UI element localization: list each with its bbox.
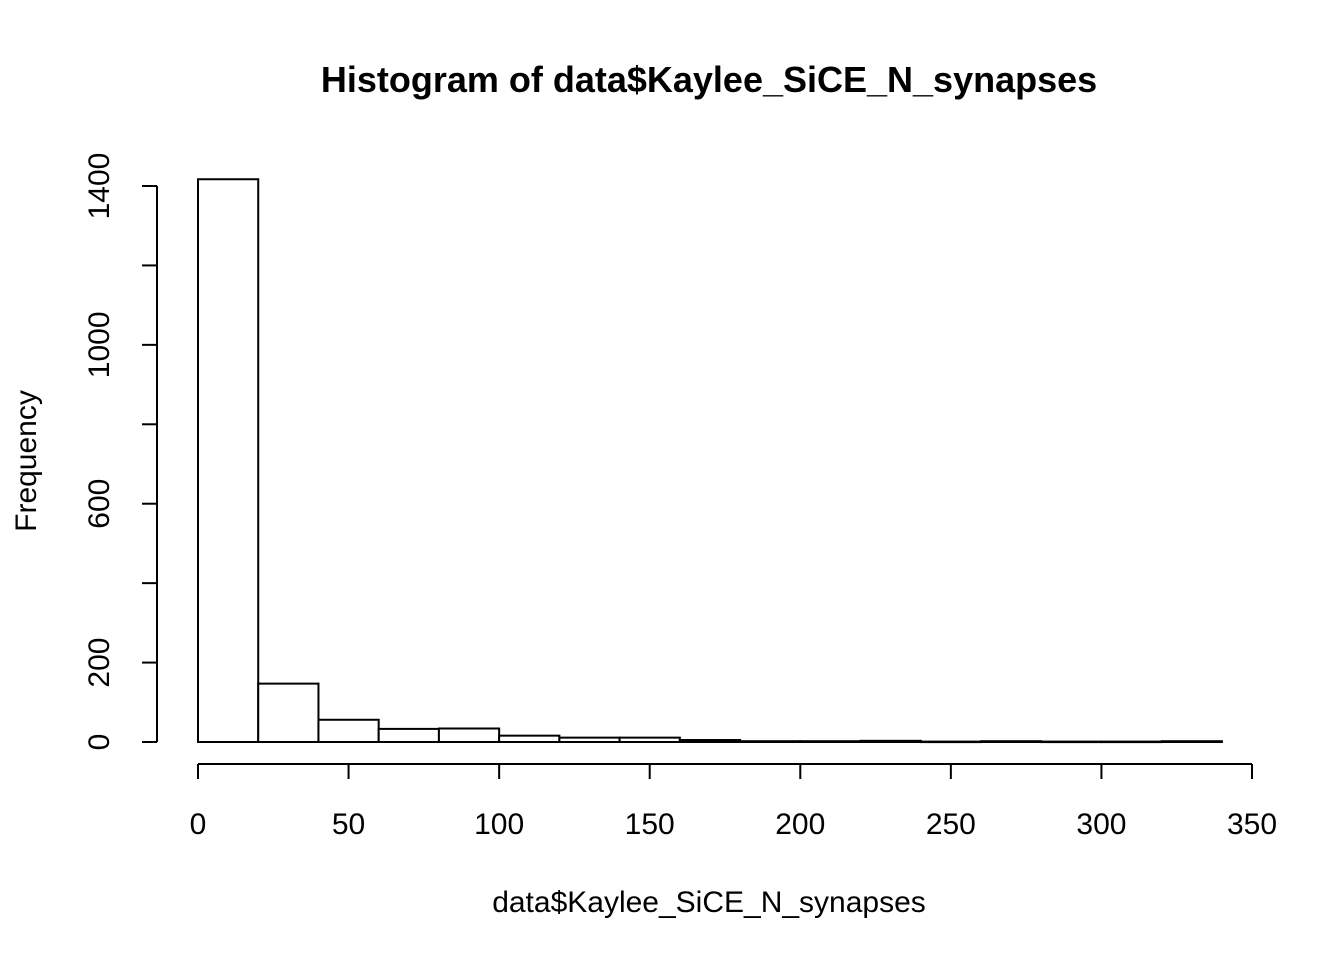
histogram-bar xyxy=(558,736,621,743)
histogram-bar xyxy=(678,739,742,743)
histogram-bar xyxy=(919,740,982,744)
histogram-bar xyxy=(799,740,862,743)
y-tick-label: 600 xyxy=(83,479,116,529)
x-tick-label: 300 xyxy=(1076,808,1126,841)
histogram-bar xyxy=(498,734,561,743)
histogram-bar xyxy=(979,740,1043,743)
histogram-bar xyxy=(317,718,380,744)
y-tick-label: 1400 xyxy=(83,153,116,220)
x-tick-label: 150 xyxy=(625,808,675,841)
y-axis-title: Frequency xyxy=(10,390,43,532)
x-axis-ticks: 0 50 100 150 200 250 300 350 xyxy=(190,764,1277,841)
histogram-bar xyxy=(618,736,681,743)
x-tick-label: 0 xyxy=(190,808,207,841)
x-tick-label: 50 xyxy=(332,808,365,841)
x-axis-title: data$Kaylee_SiCE_N_synapses xyxy=(492,886,926,919)
y-tick-label: 0 xyxy=(83,734,116,751)
histogram-bar xyxy=(437,727,501,743)
y-tick-label: 200 xyxy=(83,638,116,688)
y-tick-label: 1000 xyxy=(83,311,116,378)
y-axis-ticks: 0 200 600 1000 1400 xyxy=(83,153,157,751)
x-tick-label: 350 xyxy=(1227,808,1277,841)
x-tick-label: 250 xyxy=(926,808,976,841)
histogram-bar xyxy=(1160,740,1223,743)
histogram-bar xyxy=(1040,740,1103,744)
histogram-bar xyxy=(739,740,802,743)
histogram-bar xyxy=(197,178,260,743)
chart-title: Histogram of data$Kaylee_SiCE_N_synapses xyxy=(321,59,1097,100)
x-tick-label: 200 xyxy=(775,808,825,841)
x-tick-label: 100 xyxy=(474,808,524,841)
histogram-bar xyxy=(257,682,320,743)
histogram-bar xyxy=(1100,740,1163,744)
histogram-bar xyxy=(377,727,440,744)
bars-group xyxy=(197,178,1223,744)
histogram-bar xyxy=(859,739,922,744)
